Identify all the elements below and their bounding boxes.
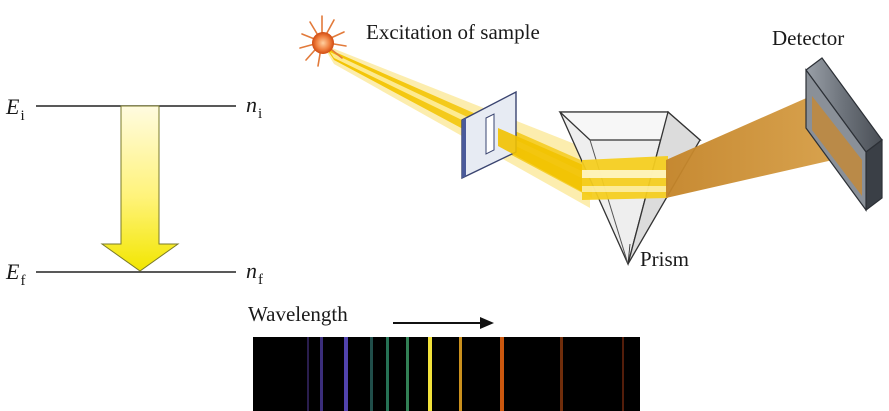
- spectral-line: [560, 337, 563, 411]
- emission-spectrum: Wavelength: [248, 302, 640, 411]
- wavelength-label: Wavelength: [248, 302, 348, 326]
- spectrum-lines: [307, 337, 624, 411]
- spectral-line: [307, 337, 309, 411]
- spectral-line: [500, 337, 504, 411]
- excitation-source-icon: [299, 15, 347, 67]
- spectral-line: [459, 337, 462, 411]
- collimated-beam: [498, 128, 590, 196]
- spectral-line: [344, 337, 348, 411]
- spectral-line: [406, 337, 409, 411]
- lower-energy-label: Ef: [5, 259, 25, 289]
- spectrum-band: [253, 337, 640, 411]
- detector-label: Detector: [772, 26, 844, 50]
- transition-arrow: [100, 105, 180, 272]
- energy-level-diagram: Ei ni Ef nf: [5, 92, 263, 289]
- spectral-line: [370, 337, 373, 411]
- upper-quantum-label: ni: [246, 92, 262, 122]
- excitation-label: Excitation of sample: [366, 20, 540, 44]
- prism-leader-line: [627, 243, 631, 265]
- spectral-line: [428, 337, 432, 411]
- lower-quantum-label: nf: [246, 258, 263, 288]
- slit-plate: [461, 90, 517, 180]
- spectrometer-apparatus: Excitation of sample Prism Detector: [299, 15, 883, 271]
- spectral-line: [386, 337, 389, 411]
- spectral-line: [320, 337, 323, 411]
- upper-energy-label: Ei: [5, 94, 25, 124]
- prism-label: Prism: [640, 247, 689, 271]
- prism: [558, 110, 702, 266]
- spectral-line: [622, 337, 624, 411]
- wavelength-arrow: [393, 317, 494, 329]
- detector: [805, 57, 883, 212]
